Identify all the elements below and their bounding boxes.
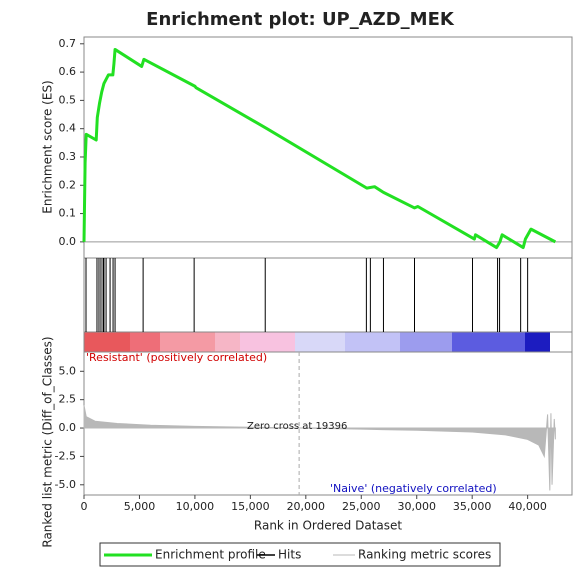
- x-tick-label: 40,000: [508, 500, 547, 513]
- color-band: [84, 332, 550, 352]
- legend-box: [99, 542, 501, 567]
- annotation: 'Resistant' (positively correlated): [86, 351, 267, 364]
- band-segment: [130, 332, 160, 352]
- x-tick-label: 5,000: [124, 500, 156, 513]
- x-tick-label: 30,000: [397, 500, 436, 513]
- y-tick-label: 0.5: [59, 93, 77, 106]
- panel-frame: [83, 36, 573, 259]
- legend-label: Enrichment profile: [155, 548, 266, 562]
- y-tick-label: 0.7: [59, 37, 77, 50]
- y-tick-label: 0.2: [59, 178, 77, 191]
- y-tick-label: 0.4: [59, 122, 77, 135]
- x-tick-label: 25,000: [342, 500, 381, 513]
- x-tick-label: 20,000: [287, 500, 326, 513]
- legend-label: Ranking metric scores: [358, 548, 491, 562]
- y-tick-label: 0.6: [59, 65, 77, 78]
- band-segment: [295, 332, 345, 352]
- x-tick-label: 35,000: [453, 500, 492, 513]
- y-tick-label: -5.0: [55, 478, 76, 491]
- y-axis-label: Ranked list metric (Diff_of_Classes): [41, 336, 55, 547]
- y-tick-label: 0.0: [59, 421, 77, 434]
- x-tick-label: 10,000: [176, 500, 215, 513]
- band-segment: [400, 332, 452, 352]
- band-segment: [452, 332, 525, 352]
- annotation: Zero cross at 19396: [247, 421, 347, 432]
- y-tick-label: 5.0: [59, 364, 77, 377]
- band-segment: [215, 332, 240, 352]
- legend-label: Hits: [278, 548, 301, 562]
- annotation: 'Naive' (negatively correlated): [330, 482, 497, 495]
- metric-area: [83, 405, 556, 491]
- x-tick-label: 0: [81, 500, 88, 513]
- chart-title: Enrichment plot: UP_AZD_MEK: [146, 9, 455, 30]
- band-segment: [160, 332, 215, 352]
- band-segment: [84, 332, 130, 352]
- y-tick-label: 0.0: [59, 235, 77, 248]
- x-tick-label: 15,000: [231, 500, 270, 513]
- es-line: [82, 47, 557, 250]
- band-segment: [345, 332, 400, 352]
- y-tick-label: 2.5: [59, 393, 77, 406]
- y-tick-label: 0.1: [59, 207, 77, 220]
- y-tick-label: -2.5: [55, 449, 76, 462]
- y-axis-label: Enrichment score (ES): [41, 80, 55, 213]
- y-tick-label: 0.3: [59, 150, 77, 163]
- panel-frame: [83, 257, 573, 333]
- legend: Enrichment profile Hits Ranking metric s…: [99, 542, 501, 567]
- x-axis-label: Rank in Ordered Dataset: [254, 519, 402, 533]
- band-segment: [525, 332, 550, 352]
- band-segment: [240, 332, 295, 352]
